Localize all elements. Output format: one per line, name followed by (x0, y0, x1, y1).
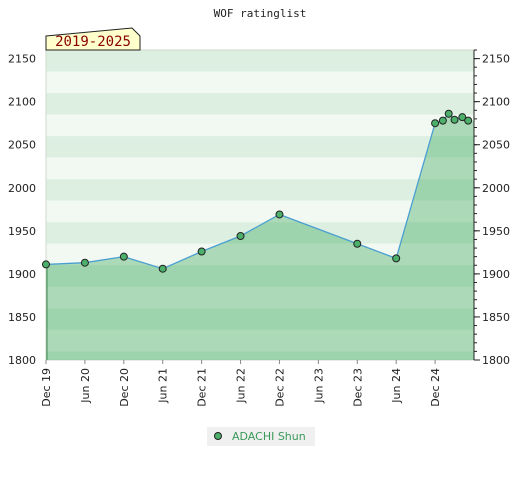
x-tick-label: Jun 23 (312, 368, 325, 404)
data-point[interactable] (42, 260, 50, 269)
data-point[interactable] (392, 254, 401, 263)
x-tick-label: Jun 20 (79, 368, 92, 404)
area-fill (46, 113, 474, 360)
data-point[interactable] (458, 113, 467, 122)
band (46, 222, 474, 244)
rating-area (46, 113, 474, 360)
band (46, 200, 474, 223)
chart-title: WOF ratinglist (214, 7, 307, 20)
data-point[interactable] (464, 116, 473, 125)
x-tick-label: Dec 19 (40, 368, 53, 407)
data-point[interactable] (80, 258, 89, 267)
y-tick-label-left: 2050 (8, 139, 36, 152)
y-tick-label-right: 1900 (482, 268, 510, 281)
x-tick-label: Jun 24 (390, 368, 403, 404)
data-point[interactable] (353, 239, 362, 248)
legend-label: ADACHI Shun (232, 430, 306, 443)
band (46, 351, 474, 360)
y-tick-label-left: 1900 (8, 268, 36, 281)
x-tick-label: Dec 21 (196, 368, 209, 407)
y-tick-label-left: 2150 (8, 53, 36, 66)
data-point[interactable] (197, 247, 206, 256)
data-point[interactable] (158, 264, 167, 273)
range-badge: 2019-2025 (45, 27, 141, 51)
band (46, 308, 474, 330)
y-tick-label-right: 2100 (482, 96, 510, 109)
data-point[interactable] (431, 119, 440, 128)
band (46, 93, 474, 115)
y-tick-label-left: 2000 (8, 182, 36, 195)
y-tick-label-right: 1850 (482, 311, 510, 324)
legend-marker-icon (214, 432, 222, 440)
axes (45, 49, 480, 364)
band (46, 136, 474, 158)
y-tick-label-right: 2000 (482, 182, 510, 195)
band (46, 243, 474, 266)
band (46, 50, 474, 72)
background-bands (45, 49, 475, 361)
y-tick-label-right: 2050 (482, 139, 510, 152)
x-tick-label: Jun 22 (235, 368, 248, 404)
y-tick-label-right: 1800 (482, 354, 510, 367)
data-point[interactable] (438, 116, 447, 125)
data-point[interactable] (236, 232, 245, 240)
y-axis-left: 1800 1850 1900 1950 2000 2050 2100 2150 (8, 53, 36, 367)
y-tick-label-left: 1800 (8, 354, 36, 367)
band (46, 71, 474, 94)
y-tick-label-left: 1950 (8, 225, 36, 238)
series-markers (42, 109, 473, 273)
band (46, 179, 474, 201)
band (46, 265, 474, 287)
band (46, 329, 474, 352)
legend[interactable]: ADACHI Shun (207, 427, 315, 446)
range-label: 2019-2025 (55, 34, 131, 50)
x-tick-label: Dec 23 (351, 368, 364, 407)
data-point[interactable] (450, 115, 459, 124)
data-point[interactable] (444, 109, 453, 118)
data-point[interactable] (275, 210, 284, 219)
band (46, 286, 474, 309)
y-tick-label-right: 1950 (482, 225, 510, 238)
band (46, 114, 474, 137)
x-axis: Dec 19 Jun 20 Dec 20 Jun 21 Dec 21 Jun 22 Dec … (40, 368, 442, 407)
y-tick-label-left: 2100 (8, 96, 36, 109)
y-tick-label-right: 2150 (482, 53, 510, 66)
y-axis-right: 1800 1850 1900 1950 2000 2050 2100 2150 (482, 53, 510, 367)
x-tick-label: Jun 21 (157, 368, 170, 404)
x-tick-label: Dec 24 (429, 368, 442, 407)
x-tick-label: Dec 22 (273, 368, 286, 407)
band (46, 157, 474, 180)
x-tick-label: Dec 20 (118, 368, 131, 407)
data-point[interactable] (119, 252, 128, 261)
y-tick-label-left: 1850 (8, 311, 36, 324)
